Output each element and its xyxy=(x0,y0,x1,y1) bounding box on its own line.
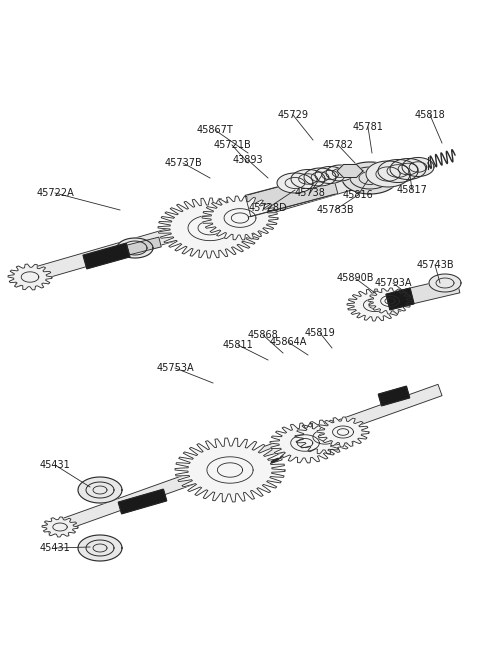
Text: 45816: 45816 xyxy=(343,190,373,200)
Text: 45818: 45818 xyxy=(415,110,445,120)
Text: 45738: 45738 xyxy=(295,188,325,198)
Polygon shape xyxy=(42,517,78,537)
Polygon shape xyxy=(78,535,122,561)
Polygon shape xyxy=(386,288,414,310)
Text: 45729: 45729 xyxy=(277,110,309,120)
Text: 45753A: 45753A xyxy=(156,363,194,373)
Text: 45819: 45819 xyxy=(305,328,336,338)
Polygon shape xyxy=(13,169,377,287)
Text: 45722A: 45722A xyxy=(36,188,74,198)
Polygon shape xyxy=(366,161,410,187)
Polygon shape xyxy=(429,274,461,292)
Polygon shape xyxy=(158,198,262,258)
Polygon shape xyxy=(277,173,313,193)
Polygon shape xyxy=(245,172,338,217)
Polygon shape xyxy=(315,166,345,183)
Polygon shape xyxy=(378,160,418,183)
Polygon shape xyxy=(390,159,426,179)
Text: 45728D: 45728D xyxy=(249,203,288,213)
Polygon shape xyxy=(202,196,278,240)
Polygon shape xyxy=(175,438,285,502)
Polygon shape xyxy=(337,164,363,178)
Polygon shape xyxy=(8,264,52,290)
Polygon shape xyxy=(46,384,442,536)
Text: 43893: 43893 xyxy=(233,155,264,165)
Text: 45793A: 45793A xyxy=(374,278,412,288)
Text: 45783B: 45783B xyxy=(316,205,354,215)
Polygon shape xyxy=(127,237,161,255)
Text: 45890B: 45890B xyxy=(336,273,374,283)
Polygon shape xyxy=(291,170,325,189)
Polygon shape xyxy=(402,157,434,176)
Polygon shape xyxy=(304,168,336,186)
Polygon shape xyxy=(358,277,460,316)
Text: 45867T: 45867T xyxy=(197,125,233,135)
Polygon shape xyxy=(295,420,355,454)
Text: 45781: 45781 xyxy=(353,122,384,132)
Text: 45431: 45431 xyxy=(40,460,71,470)
Text: 45864A: 45864A xyxy=(269,337,307,347)
Polygon shape xyxy=(368,288,412,314)
Text: 45782: 45782 xyxy=(323,140,353,150)
Text: 45743B: 45743B xyxy=(416,260,454,270)
Text: 45737B: 45737B xyxy=(164,158,202,168)
Polygon shape xyxy=(326,165,354,181)
Polygon shape xyxy=(78,477,122,503)
Text: 45721B: 45721B xyxy=(213,140,251,150)
Polygon shape xyxy=(378,386,409,405)
Text: 45811: 45811 xyxy=(223,340,253,350)
Text: 45431: 45431 xyxy=(40,543,71,553)
Polygon shape xyxy=(119,489,167,514)
Polygon shape xyxy=(317,417,369,447)
Polygon shape xyxy=(342,162,398,194)
Polygon shape xyxy=(117,238,153,258)
Polygon shape xyxy=(270,423,340,463)
Text: 45868: 45868 xyxy=(248,330,278,340)
Polygon shape xyxy=(83,243,130,269)
Polygon shape xyxy=(347,289,403,321)
Text: 45817: 45817 xyxy=(396,185,427,195)
